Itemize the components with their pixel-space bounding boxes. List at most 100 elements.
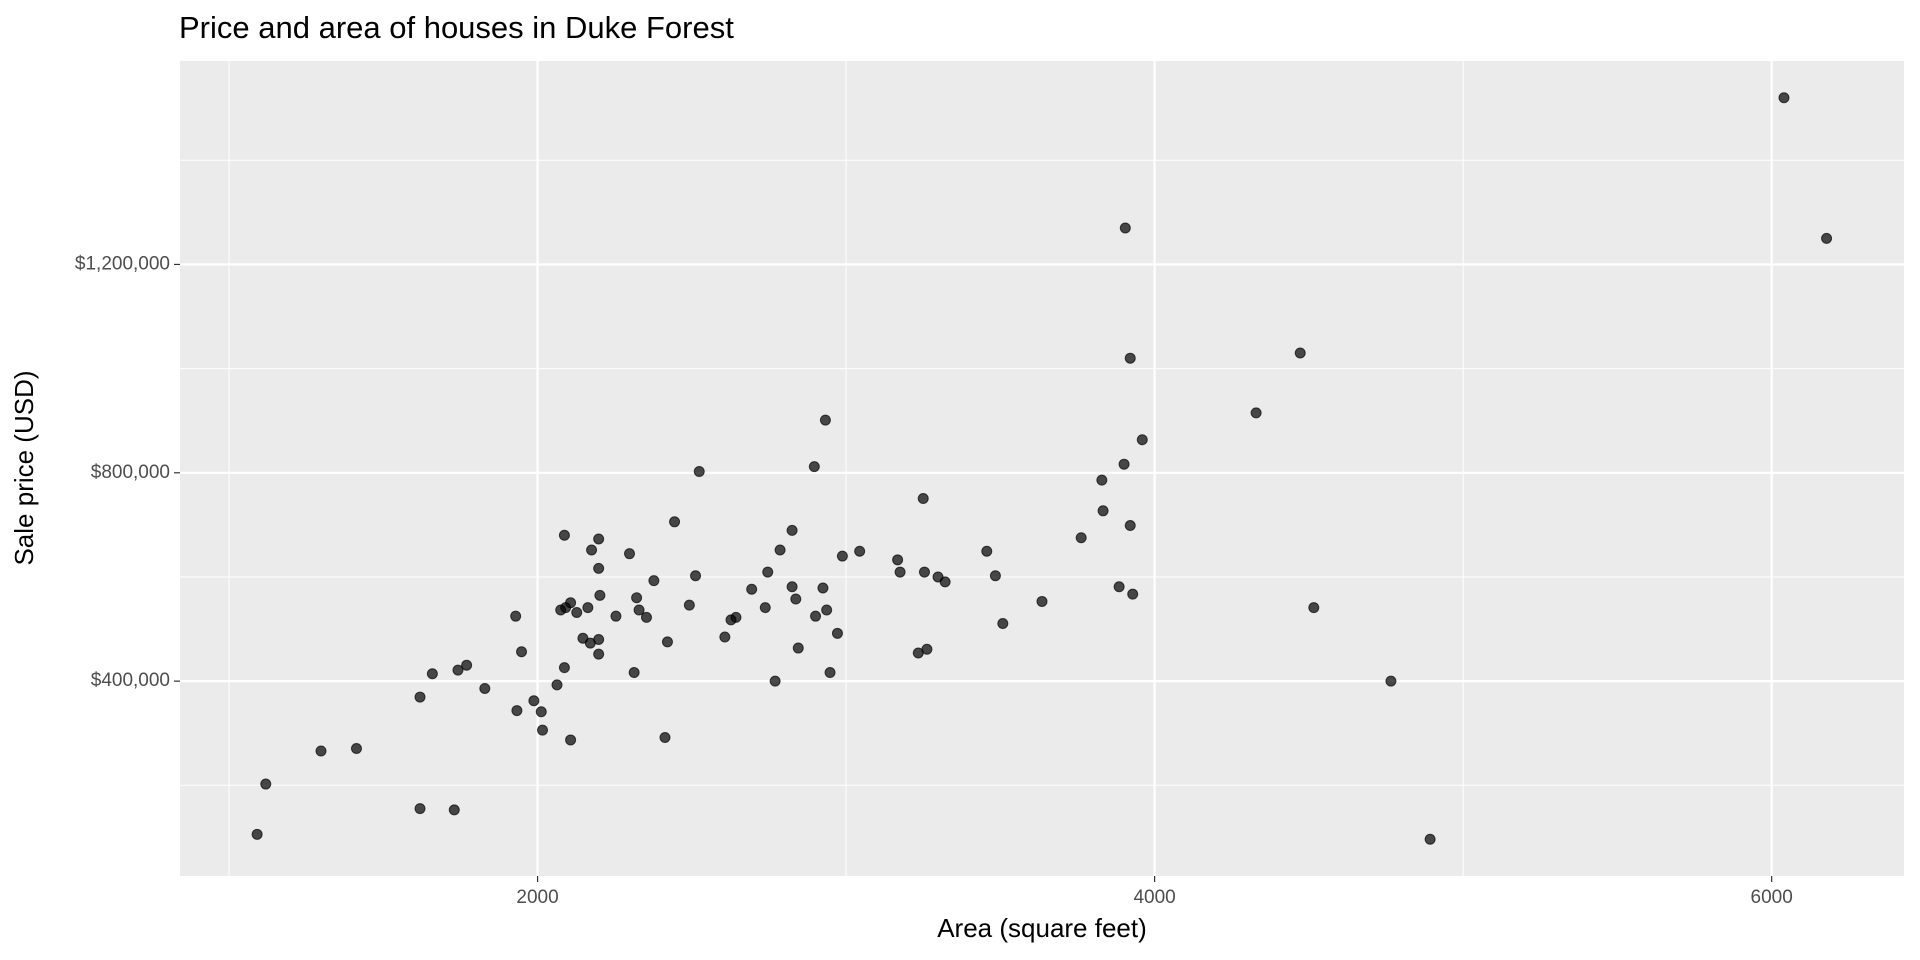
point: [918, 566, 930, 578]
x-tick-label: 4000: [1133, 887, 1175, 908]
point: [610, 610, 622, 622]
point: [414, 803, 426, 815]
point: [762, 566, 774, 578]
y-axis-title: Sale price (USD): [9, 370, 39, 565]
point: [510, 610, 522, 622]
point: [1118, 458, 1130, 470]
point: [315, 745, 327, 757]
point: [593, 648, 605, 660]
point: [792, 642, 804, 654]
x-tick-label: 2000: [516, 887, 558, 908]
point: [426, 668, 438, 680]
point: [479, 682, 491, 694]
point: [631, 592, 643, 604]
y-tick-label: $800,000: [91, 462, 170, 483]
point: [939, 576, 951, 588]
point: [558, 529, 570, 541]
point: [892, 554, 904, 566]
point: [683, 599, 695, 611]
point: [836, 550, 848, 562]
point: [1385, 675, 1397, 687]
point: [746, 583, 758, 595]
point: [537, 724, 549, 736]
point: [819, 414, 831, 426]
point: [414, 691, 426, 703]
point: [1097, 505, 1109, 517]
point: [769, 675, 781, 687]
point: [251, 828, 263, 840]
y-tick-label: $400,000: [91, 670, 170, 691]
point: [1250, 407, 1262, 419]
point: [535, 706, 547, 718]
point: [582, 602, 594, 614]
point: [997, 618, 1009, 630]
point: [790, 593, 802, 605]
point: [1096, 474, 1108, 486]
point: [452, 664, 464, 676]
point: [640, 611, 652, 623]
point: [831, 627, 843, 639]
point: [448, 804, 460, 816]
point: [917, 493, 929, 505]
point: [921, 643, 933, 655]
point: [586, 544, 598, 556]
point: [817, 582, 829, 594]
point: [824, 667, 836, 679]
point: [1424, 833, 1436, 845]
point: [1778, 92, 1790, 104]
point: [1119, 222, 1131, 234]
point: [854, 545, 866, 557]
point: [810, 610, 822, 622]
point: [593, 562, 605, 574]
point: [594, 589, 606, 601]
point: [808, 461, 820, 473]
y-tick-label: $1,200,000: [75, 253, 170, 274]
point: [659, 731, 671, 743]
point: [461, 659, 473, 671]
point: [821, 604, 833, 616]
point: [894, 566, 906, 578]
point: [516, 646, 528, 658]
x-tick-label: 6000: [1751, 887, 1793, 908]
point: [661, 636, 673, 648]
point: [774, 544, 786, 556]
point: [1124, 520, 1136, 532]
panel: [180, 61, 1904, 876]
point: [759, 602, 771, 614]
point: [1113, 581, 1125, 593]
point: [565, 734, 577, 746]
point: [1821, 232, 1833, 244]
point: [593, 533, 605, 545]
point: [628, 667, 640, 679]
point: [786, 524, 798, 536]
point: [981, 545, 993, 557]
point: [633, 604, 645, 616]
point: [593, 633, 605, 645]
point: [693, 466, 705, 478]
point: [350, 743, 362, 755]
point: [725, 614, 737, 626]
point: [648, 575, 660, 587]
point: [260, 778, 272, 790]
point: [1075, 532, 1087, 544]
x-axis-title: Area (square feet): [937, 913, 1147, 943]
point: [1036, 595, 1048, 607]
point: [690, 570, 702, 582]
point: [1127, 588, 1139, 600]
point: [669, 516, 681, 528]
point: [555, 604, 567, 616]
point: [528, 695, 540, 707]
point: [511, 705, 523, 717]
point: [719, 631, 731, 643]
point: [551, 679, 563, 691]
point: [1308, 602, 1320, 614]
point: [624, 548, 636, 560]
point: [1294, 347, 1306, 359]
point: [571, 606, 583, 618]
point: [989, 570, 1001, 582]
chart-title: Price and area of houses in Duke Forest: [179, 10, 734, 45]
point: [1124, 352, 1136, 364]
point: [786, 581, 798, 593]
